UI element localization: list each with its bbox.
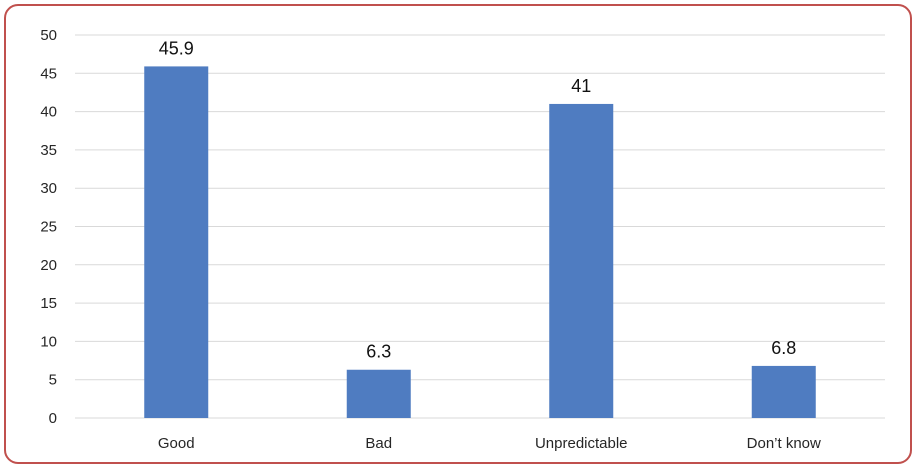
bar <box>549 103 614 418</box>
y-tick-label: 20 <box>40 257 57 274</box>
y-tick-label: 25 <box>40 219 57 236</box>
x-axis-ticks: Good Bad Unpredictable Don’t know <box>158 435 821 452</box>
data-labels: 45.9 6.3 41 6.8 <box>159 38 797 361</box>
x-tick-label: Don’t know <box>747 435 821 452</box>
y-tick-label: 45 <box>40 65 57 82</box>
y-tick-label: 50 <box>40 27 57 44</box>
data-label: 6.3 <box>366 342 391 362</box>
bars <box>144 66 816 418</box>
y-axis-ticks: 0 5 10 15 20 25 30 35 40 45 50 <box>40 27 57 427</box>
y-tick-label: 30 <box>40 180 57 197</box>
y-tick-label: 15 <box>40 295 57 312</box>
bar <box>144 66 209 418</box>
x-tick-label: Bad <box>365 435 392 452</box>
y-tick-label: 35 <box>40 142 57 159</box>
y-tick-label: 10 <box>40 333 57 350</box>
x-tick-label: Unpredictable <box>535 435 628 452</box>
data-label: 6.8 <box>771 338 796 358</box>
x-tick-label: Good <box>158 435 195 452</box>
data-label: 41 <box>571 76 591 96</box>
y-tick-label: 40 <box>40 104 57 121</box>
y-tick-label: 0 <box>49 410 57 427</box>
gridlines <box>75 34 885 419</box>
bar <box>346 369 411 418</box>
data-label: 45.9 <box>159 38 194 58</box>
bar <box>751 365 816 418</box>
y-tick-label: 5 <box>49 372 57 389</box>
